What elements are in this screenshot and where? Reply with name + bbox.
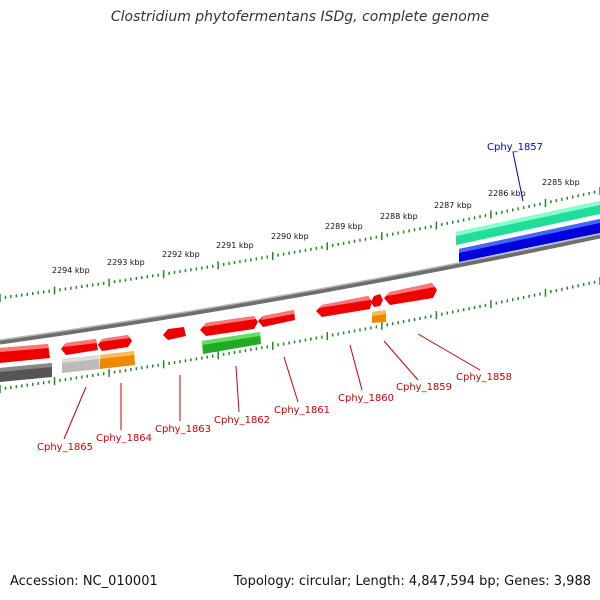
scale-label: 2293 kbp [107,258,145,267]
gene-cphy-1863-arrow[interactable] [163,327,186,340]
gene-label-cphy-1864[interactable]: Cphy_1864 [96,433,152,444]
gene-label-cphy-1858[interactable]: Cphy_1858 [456,372,512,383]
gene-label-cphy-1860[interactable]: Cphy_1860 [338,393,394,404]
gene-block-green[interactable] [202,332,261,354]
gene-cphy-1864-arrow[interactable] [98,335,132,351]
gene-block-teal[interactable] [456,201,600,245]
scale-label: 2290 kbp [271,232,309,241]
genome-backbone [0,233,600,345]
lower-tick-ring [0,277,600,393]
gene-block-orange-small[interactable] [372,310,386,323]
gene-leader-lines [63,151,524,440]
scale-label: 2286 kbp [488,189,526,198]
gene-cphy-1862-arrow[interactable] [200,316,258,336]
scale-label: 2294 kbp [52,266,90,275]
gene-label-cphy-1861[interactable]: Cphy_1861 [274,405,330,416]
gene-label-cphy-1862[interactable]: Cphy_1862 [214,415,270,426]
gene-label-cphy-1857[interactable]: Cphy_1857 [487,142,543,153]
scale-label: 2288 kbp [380,212,418,221]
gene-left-edge-arrow[interactable] [0,344,50,363]
map-title: Clostridium phytofermentans ISDg, comple… [110,9,490,25]
accession-label: Accession: NC_010001 [10,574,158,589]
scale-label: 2287 kbp [434,201,472,210]
gene-cphy-1865-arrow[interactable] [61,339,98,355]
gene-label-cphy-1859[interactable]: Cphy_1859 [396,382,452,393]
upper-tick-ring [0,187,600,302]
scale-label: 2291 kbp [216,241,254,250]
gene-cphy-1858-arrow[interactable] [384,283,437,305]
gene-block-blue[interactable] [459,219,600,262]
gene-label-cphy-1863[interactable]: Cphy_1863 [155,424,211,435]
gene-cphy-1859-arrow[interactable] [371,294,383,307]
gene-label-cphy-1865[interactable]: Cphy_1865 [37,442,93,453]
gene-block-dark-gray[interactable] [0,363,52,382]
gene-cphy-1861-arrow[interactable] [258,310,295,327]
gene-block-light-gray[interactable] [62,355,100,373]
genome-summary: Topology: circular; Length: 4,847,594 bp… [233,574,591,589]
scale-label: 2289 kbp [325,222,363,231]
gene-cphy-1860-arrow[interactable] [316,296,372,317]
scale-label: 2285 kbp [542,178,580,187]
gene-block-orange[interactable] [100,351,135,369]
scale-label: 2292 kbp [162,250,200,259]
